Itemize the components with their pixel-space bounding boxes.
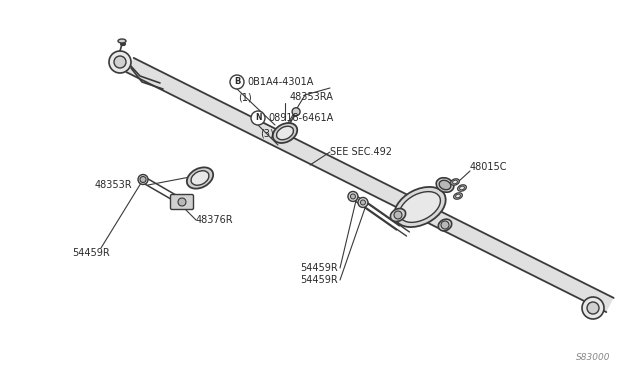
Text: 48353R: 48353R (95, 180, 132, 190)
Ellipse shape (436, 178, 454, 192)
Text: 48376R: 48376R (196, 215, 234, 225)
Text: N: N (255, 113, 261, 122)
Polygon shape (126, 58, 614, 312)
Circle shape (351, 194, 355, 199)
Ellipse shape (456, 194, 460, 198)
Text: SEE SEC.492: SEE SEC.492 (330, 147, 392, 157)
Circle shape (348, 192, 358, 202)
Circle shape (230, 75, 244, 89)
Circle shape (358, 198, 368, 208)
Ellipse shape (394, 187, 445, 227)
Ellipse shape (187, 167, 213, 189)
Circle shape (582, 297, 604, 319)
Text: 54459R: 54459R (300, 263, 338, 273)
Ellipse shape (276, 126, 294, 140)
Circle shape (292, 108, 300, 116)
Circle shape (178, 198, 186, 206)
Ellipse shape (390, 209, 406, 221)
Ellipse shape (439, 180, 451, 190)
Ellipse shape (191, 171, 209, 185)
Circle shape (138, 174, 148, 185)
Ellipse shape (451, 179, 460, 185)
Ellipse shape (458, 185, 467, 191)
Ellipse shape (438, 219, 452, 231)
Circle shape (109, 51, 131, 73)
Ellipse shape (118, 39, 126, 43)
Ellipse shape (454, 193, 462, 199)
Circle shape (441, 221, 449, 229)
Circle shape (587, 302, 599, 314)
Text: B: B (234, 77, 240, 87)
Circle shape (394, 211, 402, 219)
Ellipse shape (460, 186, 465, 190)
Circle shape (360, 200, 365, 205)
Text: 54459R: 54459R (72, 248, 109, 258)
Ellipse shape (399, 192, 440, 222)
Circle shape (114, 56, 126, 68)
Text: (3): (3) (260, 128, 274, 138)
Ellipse shape (452, 180, 458, 184)
Text: 48353RA: 48353RA (290, 92, 334, 102)
Circle shape (140, 176, 146, 183)
Text: 0B1A4-4301A: 0B1A4-4301A (247, 77, 314, 87)
Text: 48015C: 48015C (470, 162, 508, 172)
FancyBboxPatch shape (170, 195, 193, 209)
Ellipse shape (273, 123, 297, 143)
Circle shape (251, 111, 265, 125)
Text: S83000: S83000 (575, 353, 610, 362)
Text: (1): (1) (238, 92, 252, 102)
Text: 54459R: 54459R (300, 275, 338, 285)
Text: 08918-6461A: 08918-6461A (268, 113, 333, 123)
